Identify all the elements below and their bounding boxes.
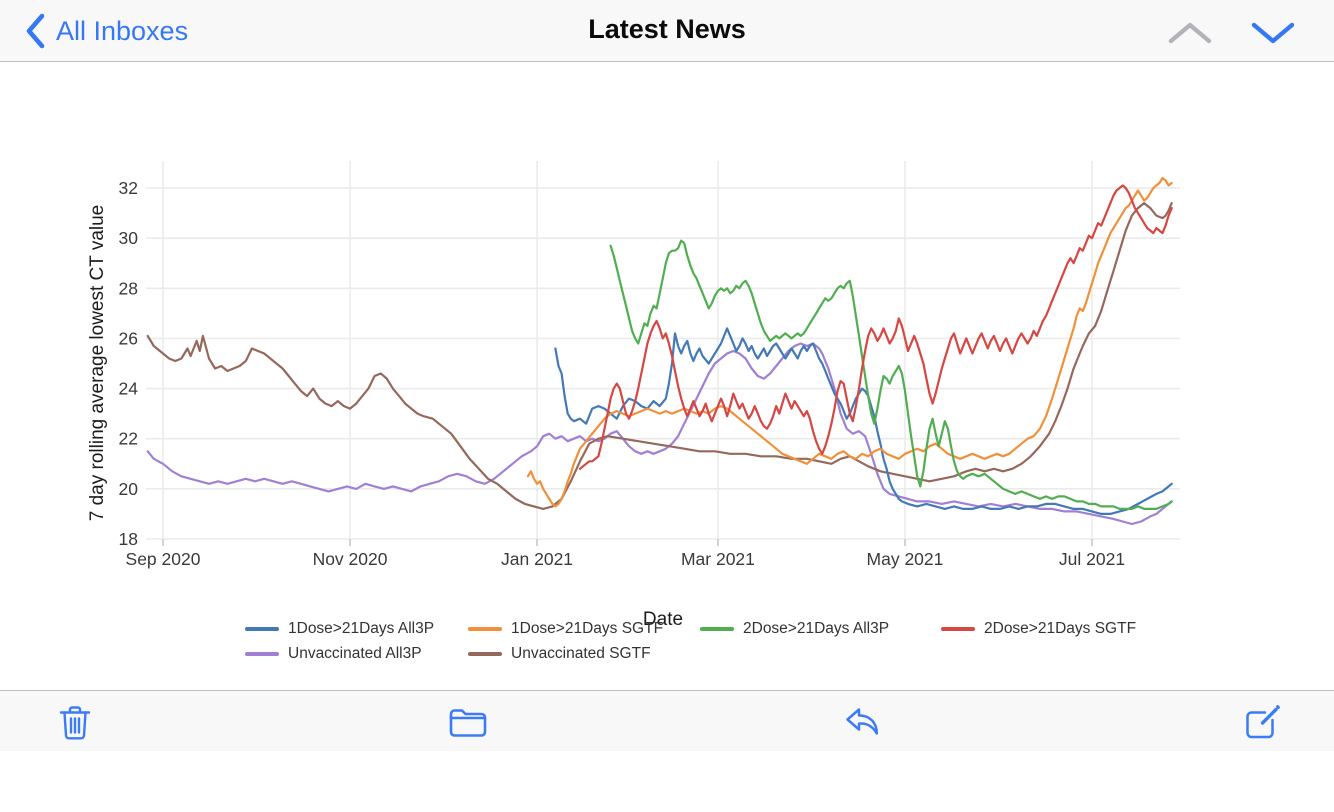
svg-text:Nov 2020: Nov 2020 [313, 549, 388, 569]
back-button[interactable]: All Inboxes [24, 12, 188, 50]
series-line-2Dose>21Days All3P [609, 239, 1173, 510]
legend-item-Unvaccinated All3P: Unvaccinated All3P [245, 645, 422, 663]
series-line-2Dose>21Days SGTF [578, 184, 1173, 470]
axis-tick-labels: 18 20 22 24 26 28 30 32 Sep 2020 Nov 2020 Jan 2021… [119, 178, 1126, 569]
svg-text:30: 30 [119, 228, 139, 248]
series-line-1Dose>21Days SGTF [526, 176, 1173, 508]
nav-bar: All Inboxes Latest News [0, 0, 1334, 62]
chevron-left-icon [24, 12, 46, 50]
move-to-folder-button[interactable] [446, 701, 490, 745]
delete-button[interactable] [53, 701, 97, 745]
reply-button[interactable] [841, 701, 885, 745]
legend-swatch [700, 627, 734, 631]
legend-swatch [941, 627, 975, 631]
page-title: Latest News [588, 14, 746, 44]
reply-icon [843, 706, 883, 740]
svg-text:32: 32 [119, 178, 138, 198]
series-line-Unvaccinated SGTF [146, 202, 1173, 510]
legend-label: Unvaccinated All3P [288, 645, 422, 662]
next-message-button[interactable] [1250, 19, 1296, 47]
gridlines [146, 161, 1180, 546]
svg-text:24: 24 [119, 379, 139, 399]
chevron-up-icon [1167, 19, 1213, 47]
y-axis-title: 7 day rolling average lowest CT value [87, 205, 108, 522]
legend-label: 1Dose>21Days SGTF [511, 620, 664, 637]
legend-item-1Dose>21Days All3P: 1Dose>21Days All3P [245, 620, 434, 638]
svg-text:28: 28 [119, 278, 138, 298]
legend-label: 2Dose>21Days SGTF [984, 620, 1137, 637]
previous-message-button[interactable] [1167, 19, 1213, 47]
legend-swatch [245, 652, 279, 656]
svg-text:Sep 2020: Sep 2020 [126, 549, 201, 569]
svg-text:Jul 2021: Jul 2021 [1059, 549, 1125, 569]
legend-item-2Dose>21Days All3P: 2Dose>21Days All3P [700, 620, 889, 638]
legend-item-1Dose>21Days SGTF: 1Dose>21Days SGTF [468, 620, 663, 638]
back-button-label: All Inboxes [56, 16, 189, 46]
trash-icon [58, 704, 92, 742]
legend-label: Unvaccinated SGTF [511, 645, 651, 662]
series-line-1Dose>21Days All3P [554, 327, 1173, 515]
svg-text:22: 22 [119, 429, 138, 449]
chevron-down-icon [1250, 19, 1296, 47]
folder-icon [448, 707, 488, 739]
svg-text:26: 26 [119, 328, 138, 348]
legend-swatch [245, 627, 279, 631]
compose-button[interactable] [1240, 701, 1284, 745]
legend-item-2Dose>21Days SGTF: 2Dose>21Days SGTF [941, 620, 1136, 638]
compose-icon [1243, 704, 1281, 742]
svg-text:20: 20 [119, 479, 139, 499]
series-line-Unvaccinated All3P [146, 342, 1173, 526]
svg-text:Jan 2021: Jan 2021 [501, 549, 573, 569]
svg-text:18: 18 [119, 529, 138, 549]
legend-label: 1Dose>21Days All3P [288, 620, 435, 637]
legend-swatch [468, 652, 502, 656]
svg-text:Mar 2021: Mar 2021 [681, 549, 755, 569]
legend-label: 2Dose>21Days All3P [743, 620, 890, 637]
legend-item-Unvaccinated SGTF: Unvaccinated SGTF [468, 645, 651, 663]
svg-text:May 2021: May 2021 [867, 549, 944, 569]
legend-swatch [468, 627, 502, 631]
email-body: 18 20 22 24 26 28 30 32 Sep 2020 Nov 2020 Jan 2021… [0, 62, 1334, 690]
series-lines [146, 176, 1173, 526]
bottom-toolbar [0, 690, 1334, 751]
